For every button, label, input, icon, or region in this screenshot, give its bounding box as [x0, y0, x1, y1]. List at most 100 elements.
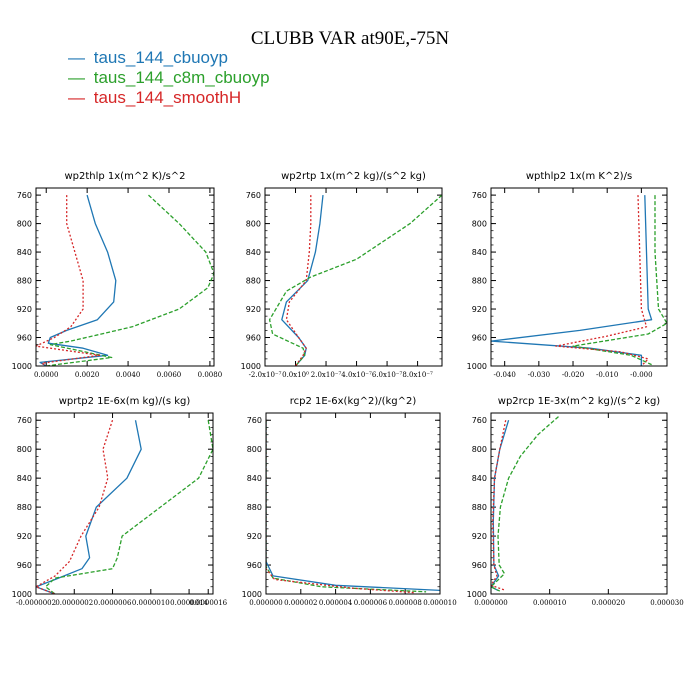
plot-frame	[490, 412, 668, 595]
series-line	[572, 195, 667, 366]
series-group	[266, 420, 440, 594]
series-line	[36, 195, 101, 366]
series-group	[36, 194, 214, 366]
x-tick-label: -0.040	[493, 371, 515, 379]
series-line	[46, 194, 214, 366]
y-tick-label: 1000	[12, 362, 32, 371]
panel-title: wp2rtp 1x(m^2 kg)/(s^2 kg)	[281, 171, 426, 182]
y-tick-label: 800	[247, 445, 262, 454]
series-line	[266, 420, 427, 593]
series-line	[491, 416, 559, 592]
series-group	[36, 419, 213, 594]
y-tick-label: 800	[472, 220, 487, 229]
panel-3: wpthlp2 1x(m K^2)/s 760 800 840 880 920 960 100…	[467, 171, 668, 379]
y-tick-label: 800	[472, 445, 487, 454]
legend: — taus_144_cbuoyp — taus_144_c8m_cbuoyp …	[68, 48, 270, 107]
legend-label: taus_144_smoothH	[94, 88, 241, 107]
y-tick-label: 800	[17, 220, 32, 229]
x-tick-label: -0.0000002	[16, 599, 56, 607]
legend-line-icon: —	[68, 48, 85, 67]
y-tick-label: 1000	[467, 590, 487, 599]
panel-4: wprtp2 1E-6x(m kg)/(s kg) 760 800 840 880 920…	[12, 396, 228, 607]
legend-entry-cbuoyp: — taus_144_cbuoyp	[68, 48, 228, 67]
panel-1: wp2thlp 1x(m^2 K)/s^2 760 800 840 880 920 960 1…	[12, 171, 223, 379]
x-tick-label: 0.0000006	[94, 599, 132, 607]
x-tick-label: 0.000008	[388, 599, 421, 607]
series-line	[285, 195, 312, 366]
panel-title: rcp2 1E-6x(kg^2)/(kg^2)	[290, 396, 417, 407]
y-tick-label: 800	[17, 445, 32, 454]
x-tick-label: -0.010	[596, 371, 618, 379]
x-tick-label: 0.0040	[116, 371, 141, 379]
x-tick-label: 0.0000014	[170, 599, 208, 607]
plot-frame	[264, 187, 443, 367]
x-tick-label: 0.000002	[284, 599, 317, 607]
panel-title: wpthlp2 1x(m K^2)/s	[526, 171, 632, 182]
x-tick-label: 0.0000016	[189, 599, 227, 607]
y-tick-label: 840	[472, 474, 487, 483]
x-tick-label: 0.0020	[75, 371, 100, 379]
series-line	[266, 420, 440, 592]
y-tick-label: 920	[247, 532, 262, 541]
y-tick-label: 840	[472, 248, 487, 257]
series-line	[44, 420, 213, 594]
x-tick-label: 4.0x10⁻⁷	[341, 371, 372, 379]
y-tick-label: 960	[472, 334, 487, 343]
panel-5: rcp2 1E-6x(kg^2)/(kg^2) 760 800 840 880 920 96…	[242, 396, 457, 607]
y-tick-label: 840	[17, 248, 32, 257]
y-tick-label: 920	[472, 305, 487, 314]
figure-title: CLUBB VAR at90E,-75N	[251, 28, 450, 49]
plot-frame	[35, 412, 214, 595]
y-tick-label: 840	[246, 248, 261, 257]
x-tick-label: 0.0080	[198, 371, 223, 379]
x-tick-label: 0.0000002	[55, 599, 93, 607]
series-line	[36, 419, 114, 594]
x-tick-label: 0.000010	[423, 599, 456, 607]
series-line	[281, 195, 324, 366]
y-tick-label: 960	[17, 334, 32, 343]
y-tick-label: 960	[17, 561, 32, 570]
x-tick-label: -2.0x10⁻⁷	[249, 371, 282, 379]
y-tick-label: 760	[247, 416, 262, 425]
y-tick-label: 760	[472, 416, 487, 425]
y-tick-label: 1000	[467, 362, 487, 371]
x-tick-label: 8.0x10⁻⁷	[402, 371, 433, 379]
plot-frame	[35, 187, 215, 367]
y-tick-label: 920	[17, 305, 32, 314]
y-tick-label: 960	[246, 334, 261, 343]
x-tick-label: -0.030	[528, 371, 550, 379]
x-tick-label: 0.0060	[157, 371, 182, 379]
y-tick-label: 920	[246, 305, 261, 314]
y-tick-label: 880	[472, 503, 487, 512]
series-line	[491, 195, 653, 366]
panel-title: wprtp2 1E-6x(m kg)/(s kg)	[59, 396, 191, 407]
x-tick-label: 2.0x10⁻⁷	[311, 371, 342, 379]
x-tick-label: 0.000000	[249, 599, 282, 607]
y-tick-label: 760	[246, 191, 261, 200]
legend-entry-c8m-cbuoyp: — taus_144_c8m_cbuoyp	[68, 68, 270, 87]
y-tick-label: 920	[472, 532, 487, 541]
y-tick-label: 760	[17, 191, 32, 200]
x-tick-label: 6.0x10⁻⁷	[372, 371, 403, 379]
x-tick-label: 0.000010	[533, 599, 566, 607]
panels: wp2thlp 1x(m^2 K)/s^2 760 800 840 880 920 960 1…	[12, 171, 684, 607]
legend-line-icon: —	[68, 88, 85, 107]
y-tick-label: 960	[247, 561, 262, 570]
y-tick-label: 920	[17, 532, 32, 541]
x-tick-label: 0.000000	[474, 599, 507, 607]
panel-title: wp2rcp 1E-3x(m^2 kg)/(s^2 kg)	[498, 396, 661, 407]
series-group	[268, 194, 442, 366]
y-tick-label: 840	[17, 474, 32, 483]
series-group	[491, 195, 667, 366]
x-tick-label: -0.000	[630, 371, 652, 379]
plot-frame	[490, 187, 668, 367]
y-tick-label: 1000	[242, 590, 262, 599]
legend-entry-smoothh: — taus_144_smoothH	[68, 88, 241, 107]
x-tick-label: 0.0000010	[132, 599, 170, 607]
series-line	[266, 420, 414, 594]
series-line	[491, 420, 507, 592]
x-tick-label: 0.0000	[34, 371, 59, 379]
x-tick-label: 0.000030	[650, 599, 683, 607]
y-tick-label: 800	[246, 220, 261, 229]
